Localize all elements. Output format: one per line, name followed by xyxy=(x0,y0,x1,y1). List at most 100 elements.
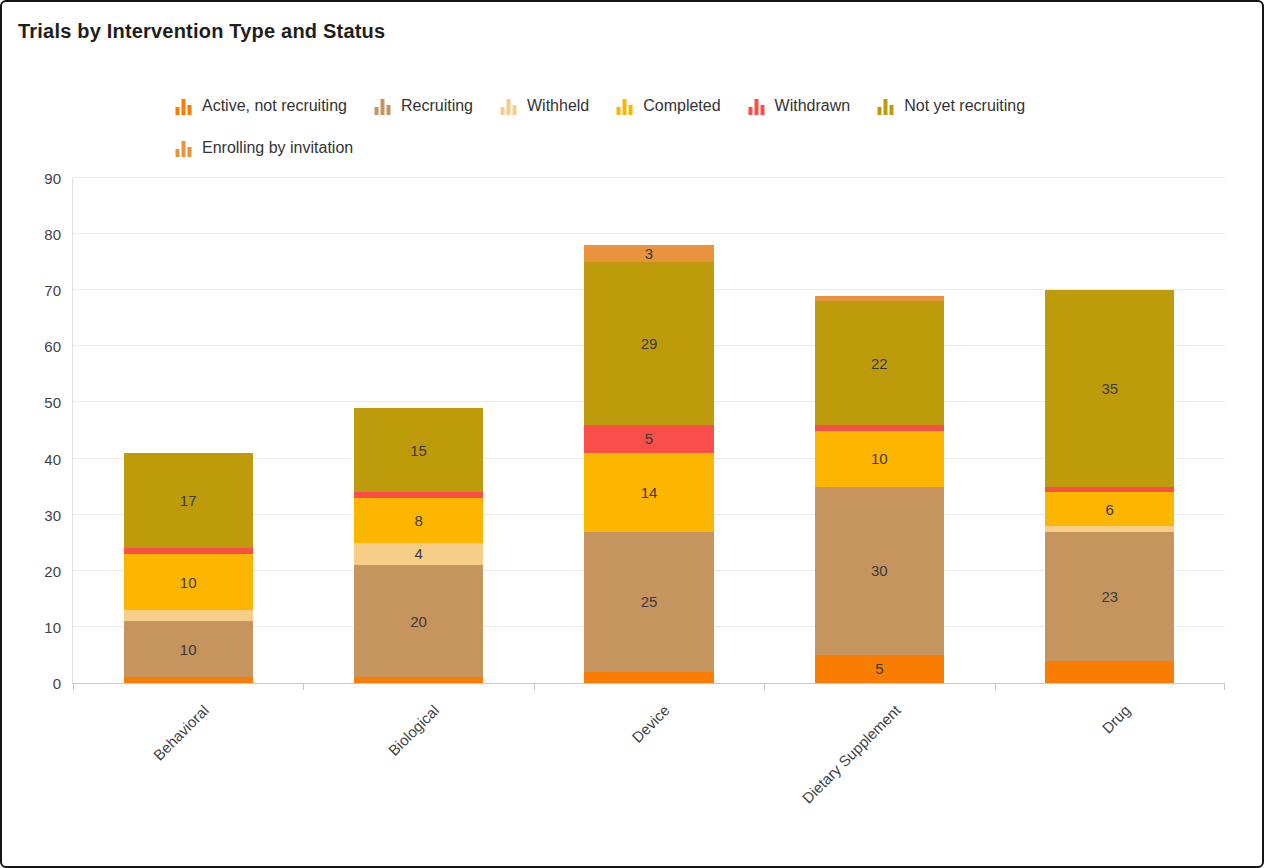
legend-bars-icon xyxy=(500,98,517,115)
bar-slot: 35 6 23 xyxy=(995,178,1225,683)
segment-value-label: 6 xyxy=(1045,492,1174,526)
bar-segment[interactable]: 10 xyxy=(815,431,944,487)
x-axis-category-label: Device xyxy=(629,701,673,745)
chart-card: Trials by Intervention Type and Status A… xyxy=(0,0,1264,868)
segment-value-label: 8 xyxy=(354,498,483,543)
x-axis-category-label: Dietary Supplement xyxy=(798,701,903,806)
bar-segment[interactable] xyxy=(584,672,713,683)
legend-bars-icon xyxy=(748,98,765,115)
bar-segment[interactable]: 5 xyxy=(584,425,713,453)
segment-value-label: 30 xyxy=(815,487,944,655)
segment-value-label: 14 xyxy=(584,453,713,532)
y-axis-tick-label: 0 xyxy=(21,676,61,691)
bar-segment[interactable]: 14 xyxy=(584,453,713,532)
chart: 0102030405060708090171010Behavioral15842… xyxy=(72,178,1225,684)
chart-title: Trials by Intervention Type and Status xyxy=(18,20,1244,43)
bar-segment[interactable] xyxy=(1045,661,1174,683)
segment-value-label: 4 xyxy=(354,543,483,565)
y-axis-tick-label: 80 xyxy=(21,227,61,242)
y-axis-tick-label: 20 xyxy=(21,563,61,578)
bar-segment[interactable]: 6 xyxy=(1045,492,1174,526)
x-axis-tick xyxy=(764,684,765,690)
bar-segment[interactable]: 25 xyxy=(584,532,713,672)
x-axis-tick xyxy=(995,684,996,690)
bar-segment[interactable] xyxy=(124,610,253,621)
bar-segment[interactable]: 10 xyxy=(124,621,253,677)
bar-segment[interactable]: 15 xyxy=(354,408,483,492)
stacked-bar-behavioral: 17 10 10 xyxy=(124,453,253,683)
bar-segment[interactable]: 30 xyxy=(815,487,944,655)
legend-row: Enrolling by invitation xyxy=(175,139,1244,157)
segment-value-label: 23 xyxy=(1045,532,1174,661)
stacked-bar-dietary-supplement: 22 10305 xyxy=(815,296,944,683)
segment-value-label: 10 xyxy=(124,554,253,610)
stacked-bar-biological: 15 8420 xyxy=(354,408,483,683)
bar-segment[interactable]: 23 xyxy=(1045,532,1174,661)
legend-item: Withdrawn xyxy=(748,97,851,115)
legend-bars-icon xyxy=(175,140,192,157)
legend-label: Withdrawn xyxy=(775,97,851,115)
legend-bars-icon xyxy=(175,98,192,115)
legend-item: Withheld xyxy=(500,97,589,115)
bar-segment[interactable]: 10 xyxy=(124,554,253,610)
bar-segment[interactable]: 4 xyxy=(354,543,483,565)
x-axis-tick xyxy=(73,684,74,690)
x-axis-category-label: Biological xyxy=(385,701,442,758)
bar-segment[interactable]: 20 xyxy=(354,565,483,677)
legend-label: Enrolling by invitation xyxy=(202,139,353,157)
x-axis-tick xyxy=(534,684,535,690)
bar-segment[interactable]: 17 xyxy=(124,453,253,548)
bar-slot: 22 10305 xyxy=(764,178,994,683)
legend-label: Not yet recruiting xyxy=(904,97,1025,115)
legend-item: Active, not recruiting xyxy=(175,97,347,115)
y-axis-tick-label: 10 xyxy=(21,619,61,634)
stacked-bar-drug: 35 6 23 xyxy=(1045,290,1174,683)
bar-segment[interactable]: 8 xyxy=(354,498,483,543)
bar-slot: 32951425 xyxy=(534,178,764,683)
bar-segment[interactable]: 29 xyxy=(584,262,713,425)
segment-value-label: 17 xyxy=(124,453,253,548)
segment-value-label: 35 xyxy=(1045,290,1174,486)
stacked-bar-device: 32951425 xyxy=(584,245,713,683)
plot-area: 0102030405060708090171010Behavioral15842… xyxy=(72,178,1225,684)
x-axis-category-label: Behavioral xyxy=(150,701,212,763)
segment-value-label: 5 xyxy=(815,655,944,683)
legend-label: Active, not recruiting xyxy=(202,97,347,115)
bar-segment[interactable]: 5 xyxy=(815,655,944,683)
y-axis-tick-label: 90 xyxy=(21,171,61,186)
segment-value-label: 5 xyxy=(584,425,713,453)
y-axis-tick-label: 70 xyxy=(21,283,61,298)
segment-value-label: 3 xyxy=(584,245,713,262)
bar-segment[interactable] xyxy=(354,677,483,683)
legend-bars-icon xyxy=(616,98,633,115)
bar-segment[interactable]: 35 xyxy=(1045,290,1174,486)
legend-label: Withheld xyxy=(527,97,589,115)
y-axis-tick-label: 40 xyxy=(21,451,61,466)
x-axis-tick xyxy=(303,684,304,690)
legend-item: Completed xyxy=(616,97,720,115)
legend-label: Recruiting xyxy=(401,97,473,115)
bar-segment[interactable]: 22 xyxy=(815,301,944,424)
legend-item: Recruiting xyxy=(374,97,473,115)
segment-value-label: 20 xyxy=(354,565,483,677)
bar-segment[interactable] xyxy=(124,677,253,683)
legend-row: Active, not recruiting Recruiting Withheld… xyxy=(175,97,1244,115)
legend-label: Completed xyxy=(643,97,720,115)
bar-segment[interactable]: 3 xyxy=(584,245,713,262)
legend-item: Enrolling by invitation xyxy=(175,139,353,157)
bar-slot: 15 8420 xyxy=(303,178,533,683)
segment-value-label: 22 xyxy=(815,301,944,424)
x-axis-category-label: Drug xyxy=(1099,701,1134,736)
legend-bars-icon xyxy=(877,98,894,115)
segment-value-label: 10 xyxy=(815,431,944,487)
segment-value-label: 10 xyxy=(124,621,253,677)
bar-slot: 17 10 10 xyxy=(73,178,303,683)
segment-value-label: 15 xyxy=(354,408,483,492)
legend: Active, not recruiting Recruiting Withheld… xyxy=(18,97,1244,157)
segment-value-label: 29 xyxy=(584,262,713,425)
y-axis-tick-label: 60 xyxy=(21,339,61,354)
y-axis-tick-label: 30 xyxy=(21,507,61,522)
legend-bars-icon xyxy=(374,98,391,115)
segment-value-label: 25 xyxy=(584,532,713,672)
legend-item: Not yet recruiting xyxy=(877,97,1025,115)
